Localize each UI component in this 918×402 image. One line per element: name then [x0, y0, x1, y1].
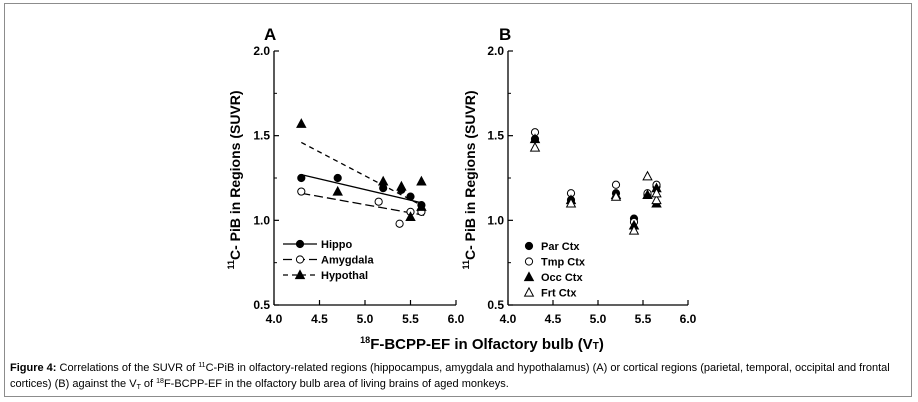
caption-label: Figure 4: — [10, 362, 57, 374]
legend-label-occ-ctx: Occ Ctx — [541, 272, 583, 284]
panel-b-point-frt-ctx — [642, 170, 653, 181]
panel-a-y-tick-label: 0.5 — [253, 298, 270, 312]
panel-a-point-hippo — [406, 192, 415, 201]
panel-a-point-hypothal — [416, 201, 427, 211]
panel-b-letter: B — [499, 25, 511, 44]
legend-marker-occ-ctx — [523, 271, 535, 282]
shared-x-axis-label: 18F-BCPP-EF in Olfactory bulb (VT) — [360, 335, 604, 353]
panel-b-legend: Par Ctx Tmp Ctx Occ Ctx Frt Ctx — [523, 241, 586, 300]
panel-a-x-tick-label: 4.5 — [311, 312, 328, 326]
panel-b-ylabel-text: C- PiB in Regions (SUVR) — [462, 90, 478, 260]
legend-marker-hippo — [295, 239, 305, 249]
panel-b-y-tick-label: 0.5 — [487, 298, 504, 312]
panel-a-point-hypothal — [405, 211, 416, 222]
legend-label-hippo: Hippo — [321, 239, 352, 251]
panel-a-point-amygdala — [395, 219, 404, 228]
caption-bcpp-sup: 18 — [156, 378, 164, 385]
panel-b-x-tick-label: 5.5 — [635, 312, 652, 326]
caption-text-d: F-BCPP-EF in the olfactory bulb area of … — [163, 378, 509, 390]
panel-a-point-hypothal — [396, 180, 407, 191]
legend-marker-frt-ctx — [523, 286, 535, 297]
panel-b-point-frt-ctx — [651, 187, 662, 198]
xlabel-text: F-BCPP-EF in Olfactory bulb (V — [370, 336, 593, 353]
panel-b-y-tick-label: 1.0 — [487, 213, 504, 227]
legend-label-tmp-ctx: Tmp Ctx — [541, 257, 586, 269]
legend-label-par-ctx: Par Ctx — [541, 241, 580, 253]
panel-b-point-frt-ctx — [651, 194, 662, 205]
xlabel-sub: T — [593, 341, 599, 352]
panel-a-ylabel-sup: 11 — [226, 260, 236, 270]
panel-a-point-amygdala — [374, 197, 383, 206]
caption-text-b: C-PiB in olfactory-related regions (hipp… — [10, 362, 890, 390]
panel-a-legend: Hippo Amygdala Hypothal — [283, 239, 374, 282]
caption-vt-sub: T — [136, 384, 141, 391]
panel-b-x-tick-label: 6.0 — [680, 312, 697, 326]
panel-b-chart: B 11C- PiB in Regions (SUVR) 0.5 1.0 1.5 2.… — [461, 25, 697, 326]
legend-label-amygdala: Amygdala — [321, 255, 374, 267]
panel-a-x-tick-label: 6.0 — [448, 312, 465, 326]
caption-pib-sup: 11 — [198, 362, 206, 369]
panel-a-point-hypothal — [416, 175, 427, 186]
panel-a-point-amygdala — [297, 187, 306, 196]
panel-a-ylabel: 11C- PiB in Regions (SUVR) — [226, 90, 243, 269]
panel-a-point-hippo — [379, 184, 388, 193]
legend-label-hypothal: Hypothal — [321, 270, 368, 282]
xlabel-close: ) — [599, 336, 604, 353]
xlabel-sup: 18 — [360, 335, 370, 345]
panel-a-chart: A 11C- PiB in Regions (SUVR) 0.5 1.0 1.5 2.… — [226, 25, 465, 326]
panel-a-fit-line-hippo — [301, 173, 425, 205]
panel-a-x-tick-label: 4.0 — [266, 312, 283, 326]
panel-a-x-tick-label: 5.5 — [402, 312, 419, 326]
panel-a-y-tick-label: 2.0 — [253, 44, 270, 58]
panel-b-x-tick-label: 4.5 — [545, 312, 562, 326]
panel-a-fit-line-amygdala — [301, 192, 425, 216]
legend-marker-tmp-ctx — [524, 257, 534, 266]
caption-text-a: Correlations of the SUVR of — [56, 362, 199, 374]
panel-a-point-hippo — [297, 173, 306, 183]
panel-b-point-frt-ctx — [529, 141, 541, 152]
legend-marker-hypothal — [294, 269, 306, 280]
figure-caption: Figure 4: Correlations of the SUVR of 11… — [10, 359, 900, 395]
panel-b-point-frt-ctx — [610, 190, 622, 201]
panel-a-y-tick-label: 1.0 — [253, 213, 270, 227]
panel-b-ylabel-sup: 11 — [461, 260, 471, 270]
panel-b-x-tick-label: 5.0 — [590, 312, 607, 326]
panel-b-y-tick-label: 1.5 — [487, 129, 504, 143]
panel-b-point-tmp-ctx — [611, 180, 621, 189]
panel-b-ylabel: 11C- PiB in Regions (SUVR) — [461, 90, 478, 269]
panel-a-point-hypothal — [296, 118, 307, 128]
legend-label-frt-ctx: Frt Ctx — [541, 288, 577, 300]
panel-b-point-frt-ctx — [565, 197, 577, 208]
panel-a-point-hippo — [333, 173, 342, 183]
panel-a-x-tick-label: 5.0 — [357, 312, 374, 326]
panel-b-point-occ-ctx — [642, 189, 653, 200]
legend-marker-par-ctx — [524, 241, 534, 251]
legend-marker-amygdala — [295, 255, 305, 264]
panel-a-y-tick-label: 1.5 — [253, 129, 270, 143]
figure-frame — [4, 3, 912, 397]
caption-text-c: of — [140, 378, 157, 390]
panel-a-point-hypothal — [332, 185, 343, 196]
panel-a-point-hypothal — [377, 175, 389, 186]
panel-b-y-tick-label: 2.0 — [487, 44, 504, 58]
panel-a-letter: A — [264, 25, 276, 44]
panel-b-point-frt-ctx — [628, 224, 640, 235]
panel-b-x-tick-label: 4.0 — [500, 312, 517, 326]
panel-a-ylabel-text: C- PiB in Regions (SUVR) — [227, 90, 243, 260]
